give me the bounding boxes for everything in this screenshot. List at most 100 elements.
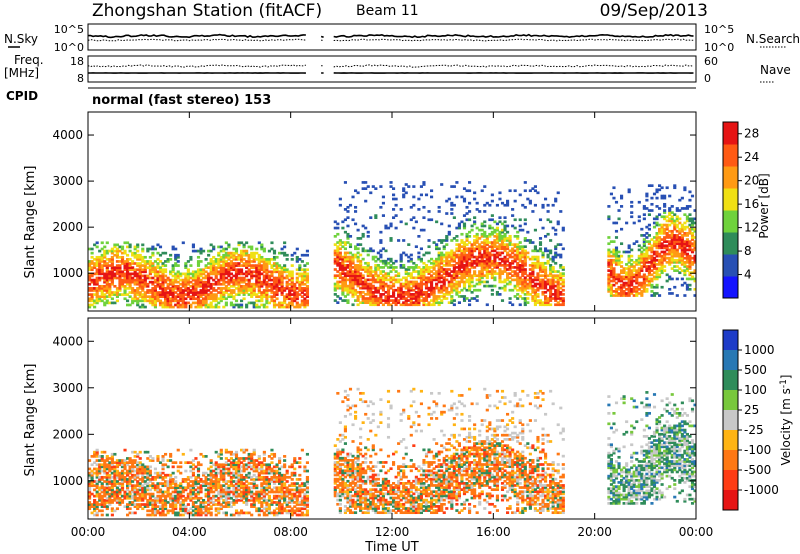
echo-cell: [189, 305, 193, 309]
echo-cell: [283, 264, 287, 267]
echo-cell: [250, 260, 254, 263]
echo-cell: [120, 284, 125, 288]
echo-cell: [341, 268, 345, 271]
echo-cell: [141, 268, 145, 272]
echo-cell: [432, 278, 436, 282]
echo-cell: [652, 217, 657, 221]
echo-cell: [475, 226, 479, 230]
echo-cell: [506, 278, 510, 282]
echo-cell: [196, 295, 201, 299]
echo-cell: [265, 301, 269, 305]
echo-cell: [521, 266, 525, 269]
echo-cell: [490, 270, 494, 273]
echo-cell: [392, 261, 396, 265]
echo-cell: [404, 297, 408, 300]
echo-cell: [98, 287, 102, 290]
echo-cell: [359, 280, 363, 284]
echo-cell: [549, 266, 553, 269]
echo-cell: [128, 461, 132, 464]
echo-cell: [105, 459, 109, 462]
echo-cell: [435, 276, 439, 280]
echo-cell: [164, 507, 168, 511]
echo-cell: [419, 284, 423, 288]
echo-cell: [361, 224, 365, 228]
echo-cell: [627, 292, 631, 295]
echo-cell: [493, 253, 497, 257]
echo-cell: [528, 272, 532, 275]
echo-cell: [100, 478, 104, 481]
echo-cell: [151, 503, 155, 506]
echo-cell: [184, 511, 188, 515]
echo-cell: [278, 301, 282, 305]
echo-cell: [635, 269, 639, 272]
echo-cell: [544, 282, 548, 286]
echo-cell: [267, 262, 271, 265]
echo-cell: [338, 272, 342, 275]
echo-cell: [678, 271, 682, 275]
echo-cell: [409, 218, 413, 222]
echo-cell: [647, 261, 651, 264]
echo-cell: [128, 465, 132, 469]
echo-cell: [402, 276, 406, 280]
echo-cell: [164, 505, 168, 508]
echo-cell: [663, 236, 667, 239]
echo-cell: [485, 270, 489, 273]
echo-cell: [151, 295, 155, 299]
echo-cell: [164, 295, 168, 299]
echo-cell: [126, 253, 130, 257]
echo-cell: [354, 264, 358, 267]
echo-cell: [138, 282, 142, 286]
echo-cell: [257, 266, 261, 269]
echo-cell: [242, 245, 246, 249]
echo-cell: [141, 465, 145, 469]
echo-cell: [341, 255, 345, 259]
echo-cell: [404, 183, 408, 186]
echo-cell: [146, 295, 150, 299]
echo-cell: [452, 264, 456, 267]
echo-cell: [141, 471, 145, 475]
echo-cell: [640, 261, 644, 264]
echo-cell: [384, 264, 388, 267]
echo-cell: [462, 297, 467, 300]
echo-cell: [361, 282, 365, 286]
echo-cell: [260, 280, 264, 284]
echo-cell: [283, 251, 287, 255]
echo-cell: [305, 253, 309, 257]
echo-cell: [232, 255, 236, 259]
echo-cell: [642, 290, 646, 293]
echo-cell: [468, 249, 472, 253]
echo-cell: [161, 465, 165, 469]
echo-cell: [255, 247, 259, 251]
echo-cell: [295, 295, 299, 299]
echo-cell: [386, 301, 391, 304]
echo-cell: [521, 247, 525, 251]
echo-cell: [551, 278, 555, 282]
echo-cell: [105, 507, 109, 511]
echo-cell: [179, 305, 183, 309]
echo-cell: [465, 205, 469, 209]
echo-cell: [359, 274, 363, 278]
echo-cell: [617, 275, 621, 279]
echo-cell: [123, 276, 127, 280]
echo-cell: [90, 455, 94, 458]
echo-cell: [556, 284, 560, 288]
echo-cell: [485, 284, 489, 288]
echo-cell: [379, 286, 383, 290]
echo-cell: [305, 249, 309, 253]
echo-cell: [675, 240, 679, 243]
echo-cell: [305, 276, 309, 280]
echo-cell: [683, 221, 687, 225]
echo-cell: [191, 272, 195, 276]
echo-cell: [120, 245, 125, 249]
echo-cell: [262, 266, 266, 269]
echo-cell: [364, 268, 368, 271]
echo-cell: [475, 295, 479, 298]
echo-cell: [123, 459, 127, 462]
echo-cell: [290, 270, 294, 274]
echo-cell: [475, 282, 479, 286]
echo-cell: [98, 498, 102, 502]
echo-cell: [435, 278, 439, 282]
echo-cell: [665, 273, 669, 277]
echo-cell: [270, 264, 274, 267]
echo-cell: [541, 282, 545, 286]
